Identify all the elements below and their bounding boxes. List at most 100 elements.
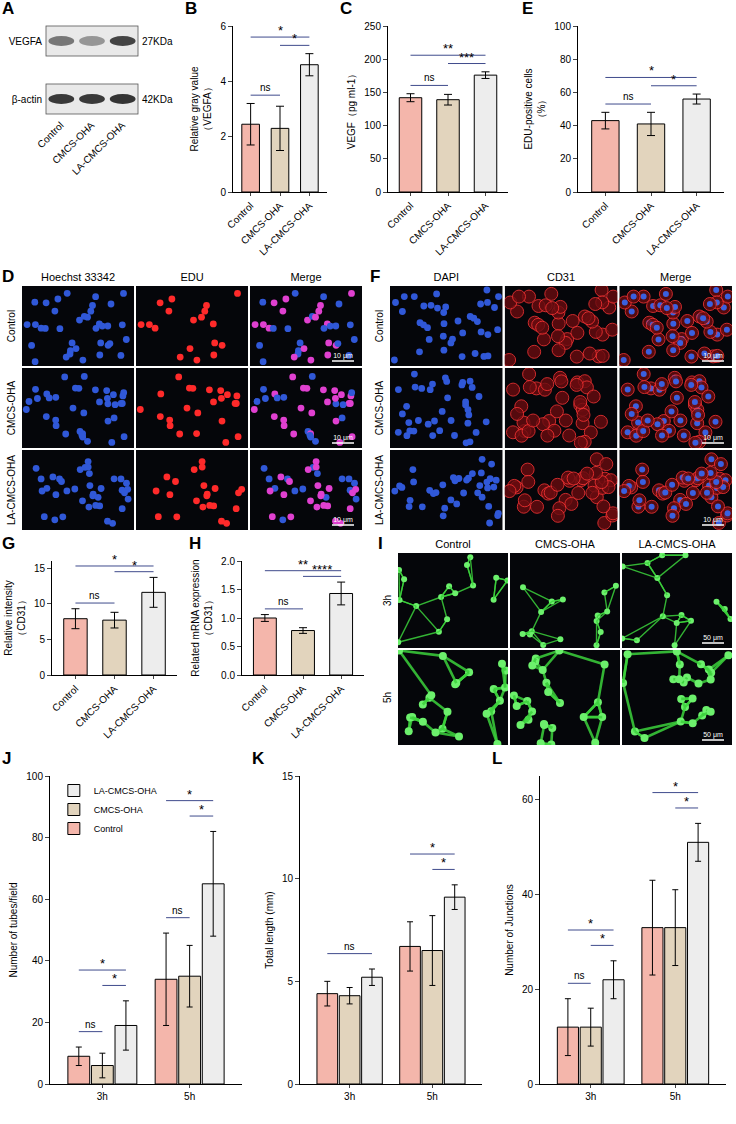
svg-text:10: 10 (282, 873, 294, 884)
svg-text:*: * (441, 855, 446, 870)
svg-text:LA-CMCS-OHA: LA-CMCS-OHA (257, 200, 315, 258)
svg-text:1.5: 1.5 (221, 584, 235, 595)
svg-text:0: 0 (37, 1079, 43, 1090)
svg-text:Control: Control (35, 120, 66, 151)
svg-text:Number of tubes/field: Number of tubes/field (8, 882, 19, 977)
svg-text:40: 40 (522, 889, 534, 900)
svg-text:DAPI: DAPI (433, 271, 459, 283)
svg-text:3h: 3h (585, 1091, 596, 1102)
svg-text:20: 20 (560, 153, 572, 164)
svg-text:250: 250 (364, 21, 381, 32)
svg-text:Merge: Merge (660, 271, 691, 283)
svg-text:10 μm: 10 μm (333, 352, 353, 360)
svg-text:10 μm: 10 μm (333, 516, 353, 524)
svg-text:150: 150 (364, 87, 381, 98)
svg-text:CMCS-OHA: CMCS-OHA (262, 683, 309, 730)
svg-text:100: 100 (26, 771, 43, 782)
svg-text:β-actin: β-actin (12, 94, 42, 105)
svg-text:ns: ns (260, 82, 271, 93)
svg-text:60: 60 (560, 87, 572, 98)
svg-text:5h: 5h (427, 1091, 438, 1102)
svg-text:4: 4 (220, 76, 226, 87)
svg-text:LA-CMCS-OHA: LA-CMCS-OHA (289, 683, 347, 741)
svg-text:Relative gray value（VEGFA）: Relative gray value（VEGFA） (189, 66, 213, 151)
svg-text:80: 80 (32, 832, 44, 843)
svg-text:VEGF（pg ml-1）: VEGF（pg ml-1） (346, 69, 357, 150)
svg-text:40: 40 (560, 120, 572, 131)
svg-text:1.0: 1.0 (221, 613, 235, 624)
svg-text:Control: Control (225, 200, 256, 231)
svg-text:5: 5 (39, 634, 45, 645)
svg-text:CD31: CD31 (547, 271, 575, 283)
svg-text:20: 20 (522, 984, 534, 995)
svg-text:0: 0 (527, 1079, 533, 1090)
svg-text:CMCS-OHA: CMCS-OHA (407, 200, 454, 247)
svg-text:*: * (588, 916, 593, 931)
svg-text:*: * (292, 31, 297, 46)
svg-text:*: * (278, 23, 283, 38)
svg-text:****: **** (312, 562, 332, 577)
svg-text:*: * (112, 552, 117, 567)
svg-text:***: *** (459, 50, 474, 65)
svg-text:*: * (600, 931, 605, 946)
svg-text:CMCS-OHA: CMCS-OHA (535, 538, 596, 550)
svg-text:50 μm: 50 μm (703, 634, 723, 642)
svg-text:10: 10 (34, 598, 46, 609)
svg-text:42KDa: 42KDa (142, 94, 173, 105)
svg-text:5h: 5h (670, 1091, 681, 1102)
svg-text:*: * (100, 956, 105, 971)
svg-text:5: 5 (287, 976, 293, 987)
svg-text:EDU: EDU (180, 271, 203, 283)
svg-text:6: 6 (220, 21, 226, 32)
svg-text:Control: Control (580, 200, 611, 231)
svg-text:Control: Control (94, 824, 123, 834)
svg-text:ns: ns (278, 596, 289, 607)
svg-text:Control: Control (50, 683, 81, 714)
svg-text:*: * (187, 787, 192, 802)
svg-text:LA-CMCS-OHA: LA-CMCS-OHA (94, 786, 157, 796)
svg-text:60: 60 (522, 794, 534, 805)
svg-text:EDU-positive cells（%）: EDU-positive cells（%） (523, 68, 547, 149)
svg-text:LA-CMCS-OHA: LA-CMCS-OHA (101, 683, 159, 741)
svg-text:15: 15 (282, 771, 294, 782)
svg-text:10 μm: 10 μm (333, 434, 353, 442)
svg-text:*: * (671, 72, 676, 87)
svg-text:LA-CMCS-OHA: LA-CMCS-OHA (433, 200, 491, 258)
svg-text:100: 100 (364, 120, 381, 131)
svg-text:Control: Control (435, 538, 470, 550)
svg-text:60: 60 (32, 894, 44, 905)
svg-text:CMCS-OHA: CMCS-OHA (374, 380, 385, 435)
svg-text:50: 50 (370, 153, 382, 164)
svg-text:20: 20 (32, 1017, 44, 1028)
svg-text:Control: Control (6, 310, 17, 342)
svg-text:LA-CMCS-OHA: LA-CMCS-OHA (374, 455, 385, 525)
svg-text:3h: 3h (344, 1091, 355, 1102)
svg-text:*: * (430, 840, 435, 855)
svg-text:*: * (112, 971, 117, 986)
svg-text:2.0: 2.0 (221, 556, 235, 567)
svg-text:ns: ns (172, 905, 183, 916)
svg-text:0: 0 (287, 1079, 293, 1090)
svg-text:ns: ns (89, 590, 100, 601)
svg-text:**: ** (443, 41, 453, 56)
svg-text:5h: 5h (184, 1091, 195, 1102)
svg-text:*: * (199, 802, 204, 817)
svg-text:**: ** (298, 557, 308, 572)
svg-text:Control: Control (239, 683, 270, 714)
svg-text:10 μm: 10 μm (703, 516, 723, 524)
svg-text:LA-CMCS-OHA: LA-CMCS-OHA (638, 538, 716, 550)
svg-text:CMCS-OHA: CMCS-OHA (239, 200, 286, 247)
svg-text:*: * (684, 794, 689, 809)
svg-text:LA-CMCS-OHA: LA-CMCS-OHA (6, 455, 17, 525)
svg-text:Related mRNA expression（CD31）: Related mRNA expression（CD31） (190, 559, 214, 676)
svg-text:0.5: 0.5 (221, 641, 235, 652)
svg-text:ns: ns (85, 1019, 96, 1030)
svg-text:0: 0 (375, 187, 381, 198)
svg-text:80: 80 (560, 54, 572, 65)
svg-text:LA-CMCS-OHA: LA-CMCS-OHA (644, 200, 702, 258)
svg-text:2: 2 (220, 131, 226, 142)
svg-text:15: 15 (34, 563, 46, 574)
svg-text:0: 0 (565, 187, 571, 198)
svg-text:*: * (673, 779, 678, 794)
svg-text:Relative intensity（CD31）: Relative intensity（CD31） (3, 580, 27, 656)
